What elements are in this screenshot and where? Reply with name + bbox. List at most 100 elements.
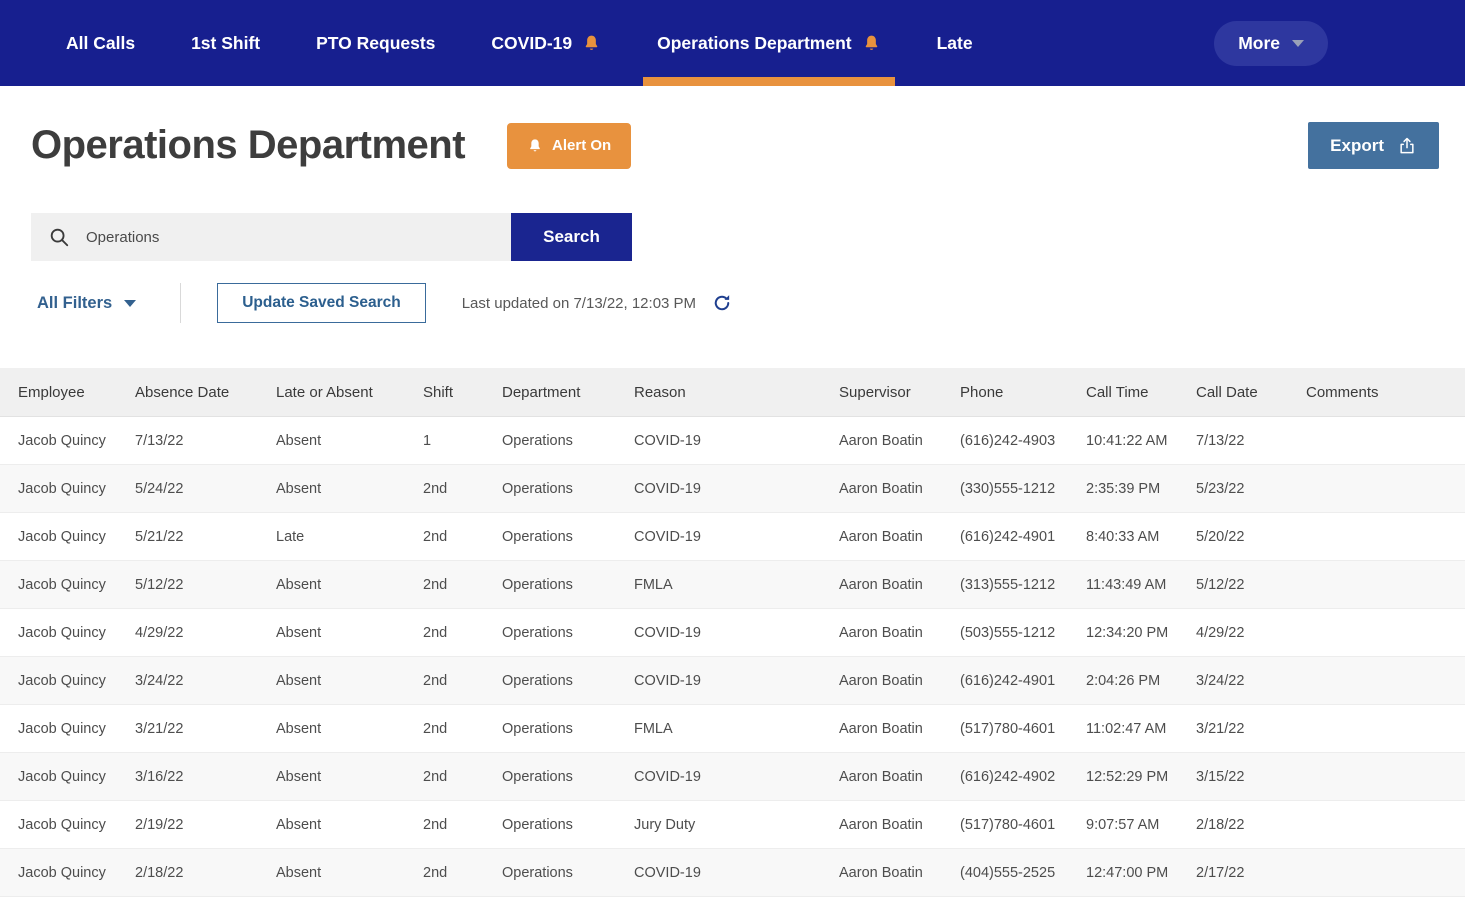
column-header-shift: Shift [423,383,454,401]
cell-absence-date: 3/16/22 [135,768,184,785]
cell-phone: (330)555-1212 [960,480,1056,497]
cell-call-time: 11:02:47 AM [1086,720,1167,737]
cell-department: Operations [502,624,573,641]
all-filters-dropdown[interactable]: All Filters [37,293,137,313]
cell-supervisor: Aaron Boatin [839,528,923,545]
cell-call-time: 10:41:22 AM [1086,432,1168,449]
cell-late-or-absent: Absent [276,480,322,497]
cell-supervisor: Aaron Boatin [839,480,923,497]
table-row: Jacob Quincy 4/29/22 Absent 2nd Operations CO… [0,609,1465,657]
cell-supervisor: Aaron Boatin [839,624,923,641]
export-button[interactable]: Export [1308,122,1439,169]
cell-late-or-absent: Absent [276,816,322,833]
cell-employee: Jacob Quincy [18,720,106,737]
column-header-phone: Phone [960,383,1004,401]
cell-shift: 2nd [423,576,448,593]
cell-phone: (616)242-4902 [960,768,1056,785]
cell-shift: 2nd [423,672,448,689]
cell-department: Operations [502,528,573,545]
search-box[interactable] [31,213,511,261]
more-button[interactable]: More [1214,20,1328,66]
table-row: Jacob Quincy 5/24/22 Absent 2nd Operations CO… [0,465,1465,513]
table-row: Jacob Quincy 2/18/22 Absent 2nd Operations CO… [0,849,1465,897]
nav-tab-label: Late [936,32,973,53]
cell-department: Operations [502,576,573,593]
cell-employee: Jacob Quincy [18,816,106,833]
all-filters-label: All Filters [37,293,113,312]
column-header-reason: Reason [634,383,686,401]
cell-employee: Jacob Quincy [18,768,106,785]
table-row: Jacob Quincy 5/21/22 Late 2nd Operations COVI… [0,513,1465,561]
cell-employee: Jacob Quincy [18,864,106,881]
cell-supervisor: Aaron Boatin [839,816,923,833]
table-body: Jacob Quincy 7/13/22 Absent 1 Operations COVI… [0,417,1465,897]
cell-call-time: 12:34:20 PM [1086,624,1169,641]
nav-tab-operations-department[interactable]: Operations Department [629,0,908,86]
last-updated-text: Last updated on 7/13/22, 12:03 PM [461,294,697,312]
search-row: Search [31,213,1465,261]
cell-shift: 2nd [423,816,448,833]
cell-absence-date: 4/29/22 [135,624,184,641]
cell-absence-date: 7/13/22 [135,432,184,449]
cell-late-or-absent: Absent [276,576,322,593]
nav-tab-label: All Calls [66,32,136,53]
search-input[interactable] [86,228,511,246]
cell-department: Operations [502,720,573,737]
cell-shift: 2nd [423,624,448,641]
column-header-employee: Employee [18,383,85,401]
nav-tab-pto-requests[interactable]: PTO Requests [288,0,463,86]
search-button[interactable]: Search [511,213,632,261]
title-row: Operations Department Alert On Export [31,122,1439,169]
update-saved-search-button[interactable]: Update Saved Search [217,283,426,323]
cell-phone: (503)555-1212 [960,624,1056,641]
cell-late-or-absent: Absent [276,864,322,881]
column-header-call-time: Call Time [1086,383,1149,401]
chevron-down-icon [124,299,137,307]
cell-call-time: 8:40:33 AM [1086,528,1160,545]
cell-late-or-absent: Absent [276,768,322,785]
nav-tab-covid-19[interactable]: COVID-19 [463,0,629,86]
cell-absence-date: 5/24/22 [135,480,184,497]
cell-supervisor: Aaron Boatin [839,432,923,449]
cell-reason: Jury Duty [634,816,696,833]
cell-employee: Jacob Quincy [18,432,106,449]
cell-supervisor: Aaron Boatin [839,864,923,881]
cell-late-or-absent: Absent [276,672,322,689]
cell-absence-date: 2/18/22 [135,864,184,881]
cell-supervisor: Aaron Boatin [839,720,923,737]
nav-tab-1st-shift[interactable]: 1st Shift [163,0,288,86]
cell-call-time: 12:52:29 PM [1086,768,1169,785]
cell-supervisor: Aaron Boatin [839,768,923,785]
nav-tab-late[interactable]: Late [909,0,1001,86]
page-title: Operations Department [31,123,466,167]
cell-call-time: 11:43:49 AM [1086,576,1167,593]
cell-call-time: 2:04:26 PM [1086,672,1161,689]
cell-reason: COVID-19 [634,768,701,785]
cell-call-date: 7/13/22 [1196,432,1245,449]
nav-tab-all-calls[interactable]: All Calls [38,0,163,86]
cell-department: Operations [502,816,573,833]
cell-department: Operations [502,480,573,497]
alert-on-button[interactable]: Alert On [507,122,632,169]
cell-absence-date: 3/21/22 [135,720,184,737]
cell-shift: 2nd [423,480,448,497]
cell-absence-date: 5/21/22 [135,528,184,545]
refresh-icon[interactable] [712,293,732,313]
cell-late-or-absent: Absent [276,720,322,737]
cell-shift: 2nd [423,528,448,545]
column-header-absence-date: Absence Date [135,383,230,401]
cell-reason: COVID-19 [634,480,701,497]
cell-employee: Jacob Quincy [18,672,106,689]
cell-shift: 2nd [423,864,448,881]
column-header-comments: Comments [1306,383,1379,401]
cell-call-date: 3/24/22 [1196,672,1245,689]
cell-absence-date: 3/24/22 [135,672,184,689]
cell-supervisor: Aaron Boatin [839,576,923,593]
chevron-down-icon [1292,39,1304,47]
cell-call-date: 3/15/22 [1196,768,1245,785]
cell-department: Operations [502,864,573,881]
cell-call-time: 9:07:57 AM [1086,816,1160,833]
bell-icon [530,138,540,151]
cell-employee: Jacob Quincy [18,480,106,497]
absence-table: Employee Absence Date Late or Absent Shift D… [0,368,1465,897]
